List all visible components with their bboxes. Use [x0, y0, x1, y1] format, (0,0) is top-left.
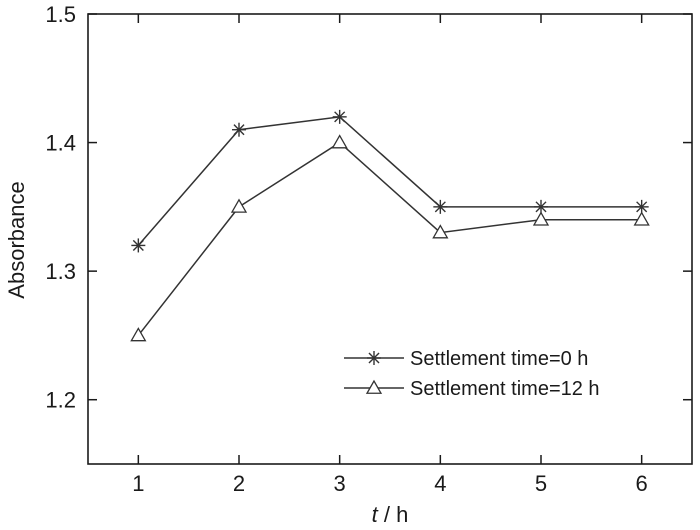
triangle-marker	[130, 327, 147, 342]
x-tick-label: 4	[434, 471, 446, 496]
triangle-marker	[230, 198, 248, 213]
series-2	[130, 134, 650, 342]
legend-entry-series-1: Settlement time=0 h	[344, 348, 588, 370]
x-tick-label: 5	[535, 471, 547, 496]
x-tick-label: 2	[233, 471, 245, 496]
asterisk-marker	[131, 238, 146, 253]
legend-marker-triangle	[365, 379, 383, 394]
y-tick-label: 1.5	[45, 2, 76, 27]
legend: Settlement time=0 h Settlement time=12 h	[344, 348, 600, 400]
triangle-marker	[633, 211, 650, 226]
x-axis-variable: t	[372, 502, 379, 527]
legend-entry-series-2: Settlement time=12 h	[344, 378, 600, 400]
legend-label-series-1: Settlement time=0 h	[410, 348, 588, 370]
series-line	[137, 141, 642, 336]
asterisk-marker	[433, 199, 448, 214]
triangle-marker	[331, 134, 348, 149]
asterisk-marker	[534, 199, 548, 214]
x-axis-unit: / h	[378, 502, 409, 527]
x-tick-label: 6	[636, 471, 648, 496]
legend-label-series-2: Settlement time=12 h	[410, 378, 600, 400]
series-layer	[130, 109, 650, 342]
x-axis-title: t / h	[372, 502, 409, 527]
x-axis-ticks: 1 2 3 4 5 6	[132, 14, 648, 496]
y-tick-label: 1.2	[45, 388, 76, 413]
asterisk-marker	[332, 109, 347, 124]
triangle-marker	[365, 379, 383, 394]
asterisk-marker	[232, 122, 246, 137]
y-tick-label: 1.4	[45, 131, 76, 156]
y-tick-label: 1.3	[45, 259, 76, 284]
x-tick-label: 3	[334, 471, 346, 496]
triangle-marker	[532, 211, 550, 226]
legend-marker-asterisk	[367, 351, 381, 365]
series-1	[131, 109, 649, 253]
asterisk-marker	[367, 351, 381, 365]
y-axis-ticks: 1.2 1.3 1.4 1.5	[45, 2, 692, 413]
plot-frame	[87, 13, 693, 465]
triangle-marker	[432, 224, 449, 239]
x-tick-label: 1	[132, 471, 144, 496]
series-line	[137, 116, 642, 246]
y-axis-title: Absorbance	[4, 181, 29, 298]
